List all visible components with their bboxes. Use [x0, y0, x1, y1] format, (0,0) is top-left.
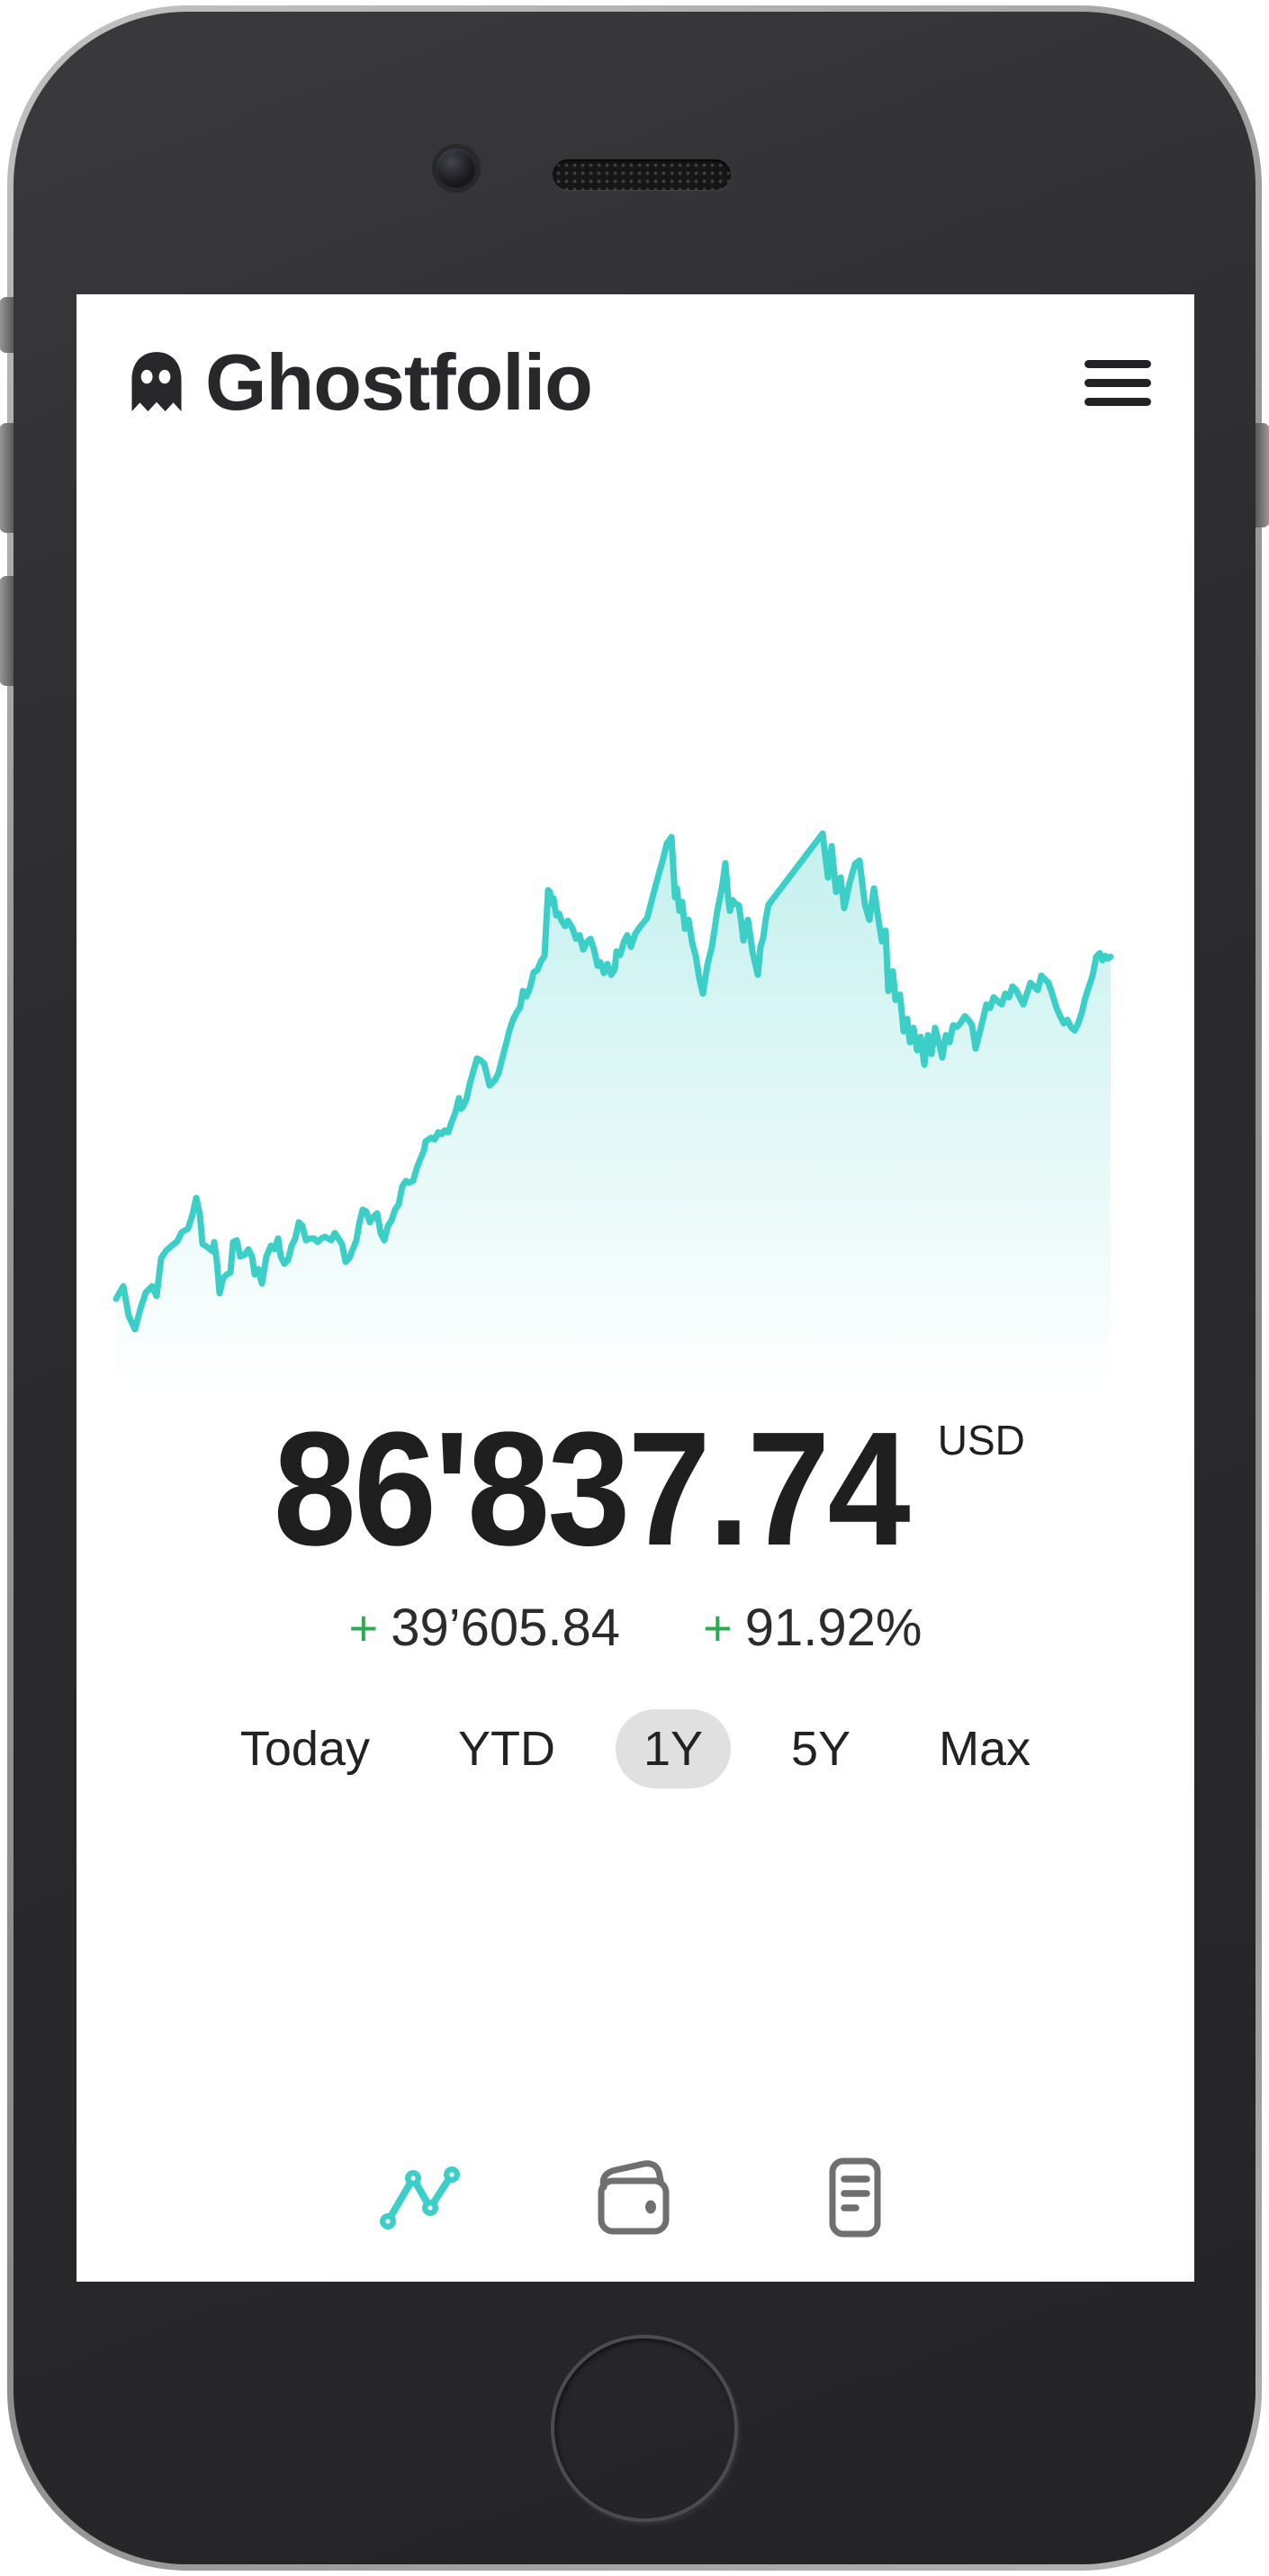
front-camera — [436, 149, 476, 188]
hamburger-bar — [1084, 397, 1151, 406]
change-percent-value: 91.92% — [744, 1599, 922, 1657]
phone-frame: Ghostfolio — [0, 5, 1269, 2571]
phone-body: Ghostfolio — [14, 12, 1256, 2564]
hamburger-menu-icon[interactable] — [1084, 351, 1151, 414]
app-screen: Ghostfolio — [76, 294, 1194, 2282]
change-absolute-value: 39’605.84 — [391, 1599, 621, 1657]
earpiece-speaker — [553, 159, 731, 190]
hamburger-bar — [1084, 378, 1151, 387]
portfolio-value-row: 86'837.74 USD — [76, 1409, 1194, 1571]
tab-1y[interactable]: 1Y — [615, 1709, 732, 1788]
date-range-tabs: Today YTD 1Y 5Y Max — [76, 1709, 1194, 1788]
portfolio-value: 86'837.74 — [273, 1399, 911, 1580]
page-title: Ghostfolio — [205, 338, 593, 427]
change-percent: + 91.92% — [703, 1598, 922, 1658]
portfolio-currency: USD — [937, 1417, 1025, 1464]
performance-chart — [76, 812, 1194, 1392]
tab-5y[interactable]: 5Y — [763, 1709, 878, 1788]
home-button — [551, 2335, 738, 2522]
tab-ytd[interactable]: YTD — [430, 1709, 583, 1788]
report-icon[interactable] — [811, 2155, 896, 2240]
tab-today[interactable]: Today — [212, 1709, 398, 1788]
wallet-icon[interactable] — [593, 2155, 679, 2240]
volume-down-button — [0, 576, 14, 686]
line-chart-icon[interactable] — [375, 2155, 461, 2240]
plus-icon: + — [703, 1599, 733, 1656]
ghost-icon — [128, 347, 185, 418]
power-button — [1256, 423, 1269, 527]
app-header: Ghostfolio — [128, 338, 1151, 428]
volume-up-button — [0, 423, 14, 533]
performance-area — [116, 833, 1111, 1392]
plus-icon: + — [348, 1599, 379, 1656]
mute-switch — [0, 297, 14, 353]
brand: Ghostfolio — [128, 337, 593, 428]
performance-line — [112, 830, 1114, 1333]
portfolio-change-row: + 39’605.84 + 91.92% — [76, 1598, 1194, 1658]
change-absolute: + 39’605.84 — [349, 1598, 621, 1658]
hamburger-bar — [1084, 359, 1151, 368]
bottom-nav — [76, 2155, 1194, 2240]
tab-max[interactable]: Max — [911, 1709, 1058, 1788]
